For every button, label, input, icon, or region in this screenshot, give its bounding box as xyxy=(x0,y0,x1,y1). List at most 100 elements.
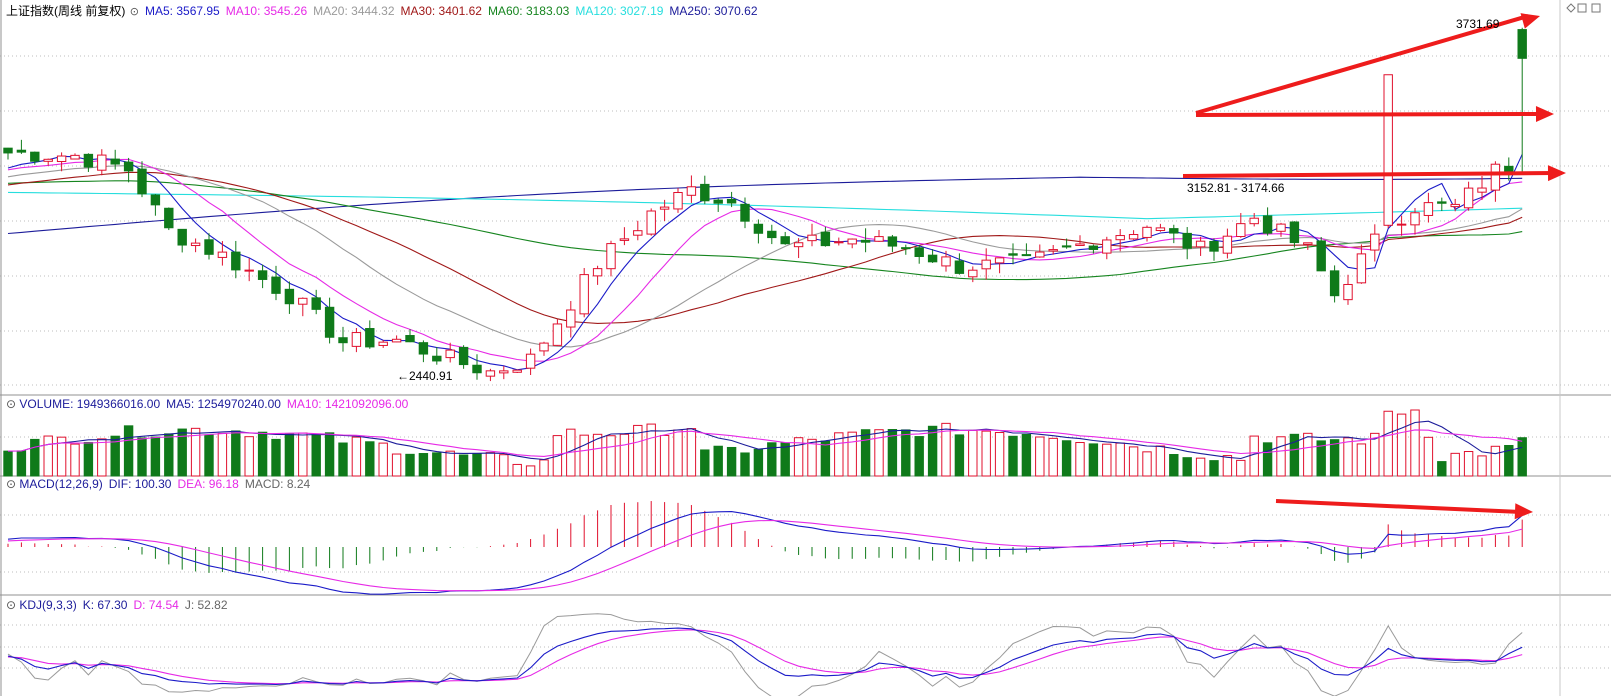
candle-body xyxy=(485,370,496,377)
candle-body xyxy=(365,328,375,348)
arrow-mid-head xyxy=(1535,106,1554,123)
ma120-line xyxy=(7,191,1523,220)
candle-body xyxy=(1236,223,1246,238)
volume-bar xyxy=(713,445,723,477)
candle-body xyxy=(539,342,549,352)
volume-ma10-line xyxy=(7,429,1523,457)
candle-body xyxy=(740,203,750,222)
volume-bar xyxy=(927,425,938,477)
candle-body xyxy=(901,247,911,250)
candle-body xyxy=(606,243,616,270)
candle-body xyxy=(1088,245,1099,250)
candle-body xyxy=(860,239,871,243)
volume-bar xyxy=(177,428,187,477)
volume-bar xyxy=(659,434,670,477)
arrow-mid-shaft xyxy=(1195,112,1543,117)
candle-body xyxy=(445,349,455,359)
candle-body xyxy=(525,353,536,369)
volume-bar xyxy=(378,442,388,477)
candle-body xyxy=(1262,215,1273,234)
candle-body xyxy=(619,238,630,241)
candle-body xyxy=(713,199,723,204)
candle-body xyxy=(1249,217,1259,225)
volume-bar xyxy=(579,434,589,477)
candle-body xyxy=(351,332,362,347)
volume-bar xyxy=(1262,442,1273,477)
arrow-low-head xyxy=(1547,165,1566,182)
candle-body xyxy=(1396,223,1407,226)
arrow-macd-head xyxy=(1514,503,1533,520)
candle-body xyxy=(391,338,402,343)
volume-bar xyxy=(1490,445,1501,477)
ma250-line xyxy=(7,176,1523,235)
volume-bar xyxy=(405,453,415,477)
candle-body xyxy=(927,254,938,263)
volume-bar xyxy=(1008,435,1018,477)
macd-dea-line xyxy=(7,519,1523,592)
volume-bar xyxy=(914,436,924,477)
candle-body xyxy=(726,198,737,204)
candle-body xyxy=(1383,74,1393,226)
volume-bar xyxy=(16,450,27,477)
volume-bar xyxy=(901,429,911,477)
volume-bar xyxy=(1236,459,1246,477)
candle-body xyxy=(807,234,817,242)
candle-body xyxy=(1423,202,1434,216)
candle-body xyxy=(1289,221,1300,244)
volume-bar xyxy=(834,432,844,477)
volume-bar xyxy=(164,433,174,477)
candle-body xyxy=(70,154,80,160)
candle-body xyxy=(1169,228,1179,234)
arrow-up-head xyxy=(1520,13,1540,29)
window-restore-icon xyxy=(1577,3,1587,13)
label-low: ←2440.91 xyxy=(397,369,453,383)
volume-bar xyxy=(1504,444,1514,477)
volume-bar xyxy=(56,436,67,477)
indicator-1: DIF: 100.30 xyxy=(108,477,172,491)
volume-bar xyxy=(525,465,536,477)
indicator-3: J: 52.82 xyxy=(184,598,228,612)
volume-bar xyxy=(1316,440,1326,477)
collapse-icon[interactable]: ⊙ xyxy=(6,397,20,411)
candle-body xyxy=(83,153,94,168)
volume-bar xyxy=(1276,436,1286,477)
volume-bar xyxy=(217,432,228,477)
collapse-icon[interactable]: ⊙ xyxy=(6,477,20,491)
volume-bar xyxy=(1048,437,1058,477)
candle-body xyxy=(1048,249,1058,252)
volume-bar xyxy=(1289,433,1300,477)
volume-bar xyxy=(954,434,965,477)
candle-body xyxy=(1450,203,1460,208)
volume-header: ⊙ VOLUME: 1949366016.00 MA5: 1254970240.0… xyxy=(6,397,414,411)
candle-body xyxy=(1035,251,1045,258)
main-indicator-3: MA30: 3401.62 xyxy=(400,4,482,18)
volume-bar xyxy=(458,454,469,477)
candle-body xyxy=(1209,240,1219,252)
candle-body xyxy=(968,269,978,278)
volume-bar xyxy=(1155,445,1166,477)
volume-bar xyxy=(432,452,442,477)
volume-bar xyxy=(606,435,616,477)
volume-bar xyxy=(1437,461,1447,477)
candle-body xyxy=(700,183,710,202)
indicator-0: KDJ(9,3,3) xyxy=(19,598,77,612)
ma10-line xyxy=(7,158,1523,362)
volume-bar xyxy=(994,432,1005,477)
collapse-icon[interactable]: ⊙ xyxy=(129,6,139,18)
volume-bar xyxy=(150,436,161,477)
indicator-2: D: 74.54 xyxy=(133,598,179,612)
candle-body xyxy=(338,337,348,344)
candle-body xyxy=(954,260,965,274)
volume-bar xyxy=(740,452,750,477)
candle-body xyxy=(458,346,469,366)
candle-body xyxy=(1490,163,1501,191)
main-indicator-4: MA60: 3183.03 xyxy=(487,4,570,18)
volume-bar xyxy=(298,432,308,477)
volume-bar xyxy=(1035,436,1045,477)
candle-body xyxy=(1410,212,1420,226)
candle-body xyxy=(499,370,509,374)
volume-bar xyxy=(110,435,120,477)
collapse-icon[interactable]: ⊙ xyxy=(6,598,20,612)
macd-dif-line xyxy=(7,511,1523,595)
